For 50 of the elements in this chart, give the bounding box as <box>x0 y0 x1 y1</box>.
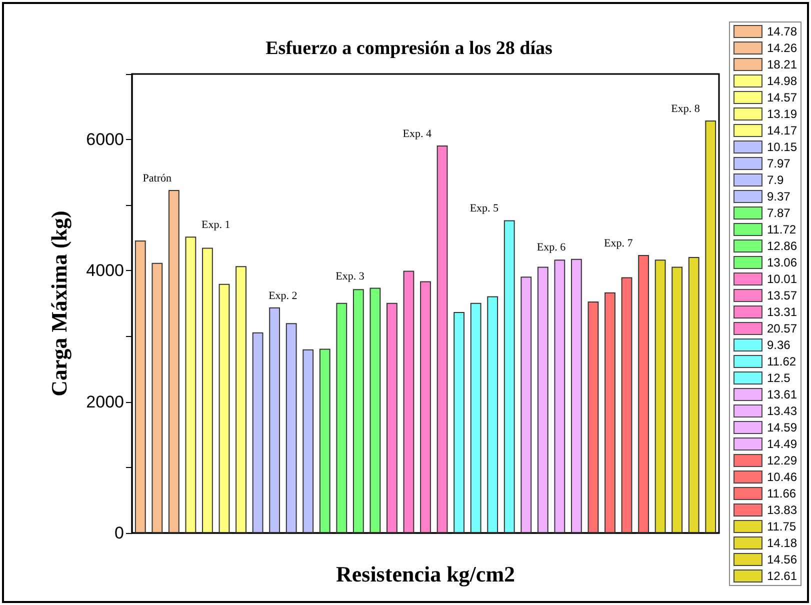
legend-label: 11.72 <box>766 222 796 236</box>
annotation: Exp. 4 <box>402 128 432 140</box>
y-tick-label: 6000 <box>86 130 124 150</box>
legend-label: 13.57 <box>766 288 798 302</box>
annotation: Exp. 3 <box>336 270 365 282</box>
legend-label: 7.9 <box>766 173 784 187</box>
annotation: Exp. 8 <box>671 103 700 116</box>
legend-label: 10.01 <box>766 272 798 286</box>
legend-label: 20.57 <box>766 322 798 336</box>
legend-label: 11.75 <box>766 520 796 534</box>
legend-label: 18.21 <box>766 58 798 72</box>
legend-label: 14.26 <box>766 41 798 55</box>
y-tick-label: 2000 <box>86 392 124 412</box>
legend-label: 13.43 <box>766 404 798 418</box>
legend-label: 13.19 <box>766 107 798 121</box>
legend-label: 14.49 <box>766 437 798 451</box>
legend-label: 13.83 <box>766 503 798 517</box>
legend-label: 12.5 <box>766 371 791 385</box>
legend-label: 7.97 <box>766 156 791 170</box>
y-tick-label: 4000 <box>86 261 124 280</box>
legend-label: 11.66 <box>766 486 796 500</box>
legend-label: 14.98 <box>766 74 798 88</box>
legend-label: 13.06 <box>766 256 798 270</box>
y-tick-label: 0 <box>114 524 124 542</box>
annotation: Exp. 1 <box>201 219 230 232</box>
annotation: Patrón <box>142 172 172 185</box>
legend-label: 14.78 <box>766 24 798 38</box>
legend-label: 9.36 <box>766 338 791 352</box>
legend-label: 12.29 <box>766 454 798 468</box>
legend-label: 10.46 <box>766 470 798 484</box>
legend-label: 13.31 <box>766 305 798 319</box>
legend-label: 10.15 <box>766 140 798 154</box>
legend-label: 11.62 <box>766 354 796 368</box>
annotation: Exp. 7 <box>604 237 634 250</box>
chart-title: Esfuerzo a compresión a los 28 días <box>266 38 552 59</box>
x-axis-title: Resistencia kg/cm2 <box>336 562 516 586</box>
annotation: Exp. 5 <box>470 202 500 215</box>
legend-label: 14.56 <box>766 552 798 566</box>
legend-label: 14.57 <box>766 90 798 104</box>
legend-label: 12.86 <box>766 239 798 253</box>
legend-label: 14.17 <box>766 124 798 138</box>
annotation: Exp. 6 <box>536 241 566 254</box>
legend-label: 14.18 <box>766 536 798 550</box>
legend-label: 13.61 <box>766 388 798 402</box>
legend-label: 9.37 <box>766 190 791 204</box>
y-axis-title: Carga Máxima (kg) <box>46 210 72 396</box>
legend-label: 12.61 <box>766 569 798 583</box>
legend-label: 14.59 <box>766 420 798 434</box>
legend-label: 7.87 <box>766 206 791 220</box>
annotation: Exp. 2 <box>268 290 298 302</box>
